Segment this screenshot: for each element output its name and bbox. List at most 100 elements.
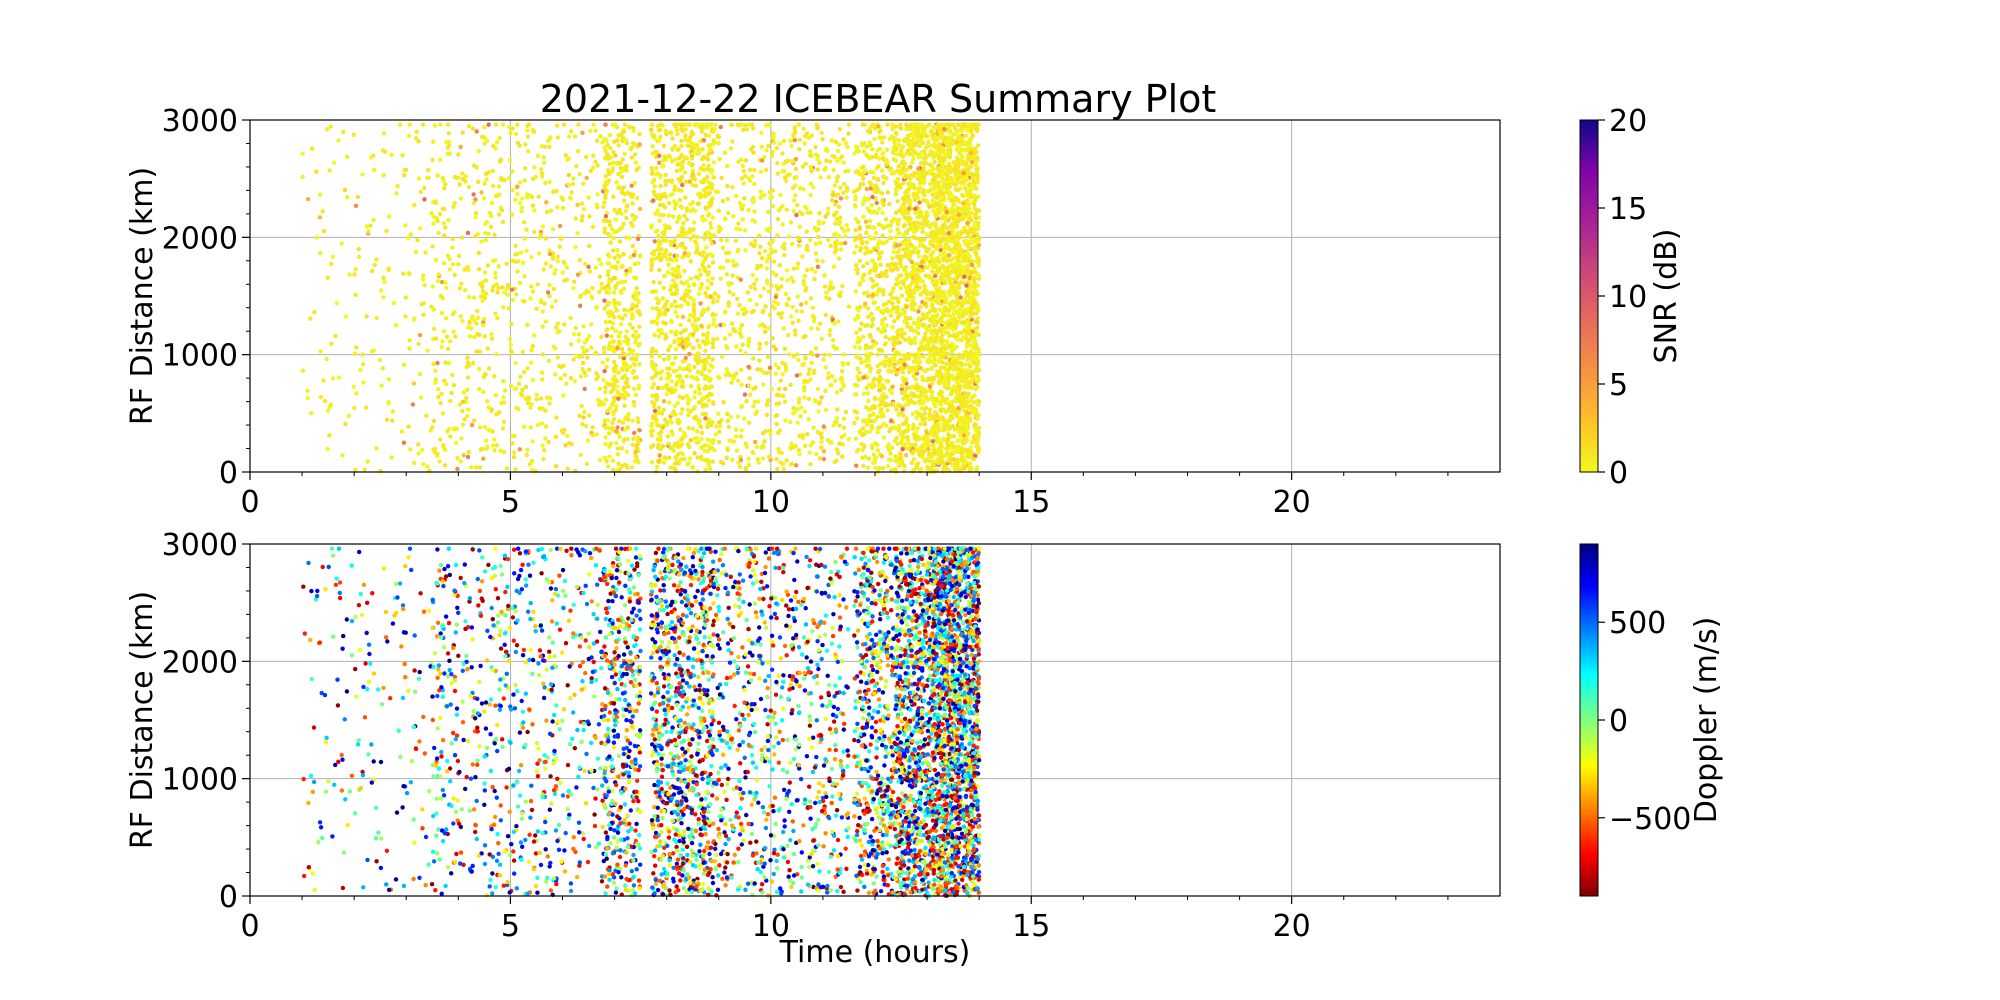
snr-point <box>421 277 425 281</box>
snr-point <box>658 175 662 179</box>
snr-point <box>878 263 882 267</box>
snr-point <box>854 228 858 232</box>
snr-point <box>881 151 885 155</box>
snr-point <box>661 123 665 127</box>
snr-point <box>484 291 488 295</box>
snr-point <box>902 379 906 383</box>
snr-point <box>837 157 841 161</box>
snr-point <box>608 133 612 137</box>
snr-point <box>491 169 495 173</box>
snr-point <box>796 261 800 265</box>
snr-point <box>553 299 557 303</box>
snr-point <box>824 159 828 163</box>
snr-point <box>828 353 832 357</box>
snr-point <box>861 433 865 437</box>
snr-point <box>906 149 910 153</box>
snr-point <box>783 387 787 391</box>
snr-point <box>836 174 840 178</box>
snr-point <box>513 387 517 391</box>
snr-point <box>666 348 670 352</box>
snr-point <box>532 208 536 212</box>
snr-point <box>521 350 525 354</box>
snr-point <box>490 407 494 411</box>
snr-point <box>828 159 832 163</box>
snr-point <box>922 449 926 453</box>
snr-point <box>710 277 714 281</box>
snr-point <box>858 429 862 433</box>
snr-point <box>836 450 840 454</box>
snr-point <box>885 159 889 163</box>
snr-point <box>912 457 916 461</box>
snr-point <box>699 371 703 375</box>
snr-point <box>793 332 797 336</box>
snr-point <box>677 394 681 398</box>
snr-point <box>894 341 898 345</box>
snr-point <box>767 326 771 330</box>
snr-point <box>885 148 889 152</box>
snr-point <box>518 447 522 451</box>
snr-point <box>738 327 742 331</box>
snr-point <box>402 363 406 367</box>
snr-point <box>467 295 471 299</box>
snr-point <box>847 437 851 441</box>
snr-point <box>895 277 899 281</box>
snr-point <box>662 155 666 159</box>
snr-point <box>844 410 848 414</box>
snr-point <box>869 324 873 328</box>
snr-point <box>784 292 788 296</box>
snr-point <box>669 379 673 383</box>
snr-point <box>395 184 399 188</box>
snr-point <box>670 284 674 288</box>
snr-point <box>712 175 716 179</box>
snr-point <box>877 207 881 211</box>
snr-point <box>607 314 611 318</box>
snr-point <box>906 211 910 215</box>
snr-point <box>556 255 560 259</box>
snr-point <box>802 395 806 399</box>
snr-point <box>696 152 700 156</box>
snr-point <box>867 352 871 356</box>
snr-point <box>903 175 907 179</box>
snr-point <box>841 191 845 195</box>
snr-point <box>925 312 929 316</box>
snr-point <box>904 429 908 433</box>
snr-point <box>624 463 628 467</box>
snr-point <box>575 203 579 207</box>
snr-point <box>513 198 517 202</box>
snr-point <box>598 275 602 279</box>
snr-point <box>495 140 499 144</box>
snr-point <box>924 296 928 300</box>
snr-point <box>515 185 519 189</box>
snr-point <box>867 456 871 460</box>
snr-point <box>436 272 440 276</box>
snr-point <box>687 363 691 367</box>
snr-point <box>546 440 550 444</box>
snr-point <box>750 310 754 314</box>
snr-point <box>614 408 618 412</box>
snr-point <box>930 390 934 394</box>
snr-point <box>561 393 565 397</box>
snr-point <box>336 138 340 142</box>
snr-point <box>407 134 411 138</box>
snr-point <box>612 236 616 240</box>
snr-point <box>700 253 704 257</box>
snr-point <box>887 447 891 451</box>
snr-point <box>524 228 528 232</box>
snr-point <box>890 301 894 305</box>
snr-point <box>652 252 656 256</box>
snr-point <box>664 456 668 460</box>
snr-point <box>621 420 625 424</box>
snr-point <box>692 307 696 311</box>
snr-point <box>840 226 844 230</box>
snr-point <box>466 375 470 379</box>
snr-point <box>832 265 836 269</box>
snr-point <box>515 123 519 127</box>
snr-point <box>361 362 365 366</box>
snr-point <box>668 288 672 292</box>
snr-point <box>668 257 672 261</box>
snr-point <box>613 123 617 127</box>
snr-point <box>503 388 507 392</box>
snr-point <box>896 306 900 310</box>
snr-point <box>884 217 888 221</box>
snr-point <box>497 411 501 415</box>
